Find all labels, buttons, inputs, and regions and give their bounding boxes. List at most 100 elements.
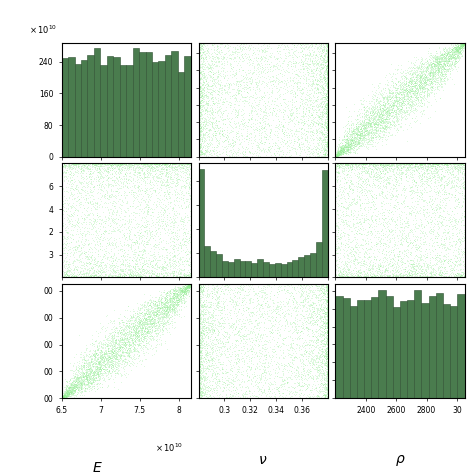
Point xyxy=(195,60,202,68)
Point xyxy=(399,163,406,170)
Point xyxy=(455,55,463,62)
Point xyxy=(195,130,202,138)
Point xyxy=(410,64,417,71)
Point xyxy=(391,163,398,170)
Point xyxy=(179,246,186,254)
Point xyxy=(83,374,91,381)
Point xyxy=(377,240,385,247)
Point xyxy=(209,292,216,300)
Point xyxy=(316,301,323,308)
Point xyxy=(324,304,331,312)
Point xyxy=(197,146,204,154)
Point xyxy=(207,64,214,72)
Point xyxy=(152,170,159,178)
Point xyxy=(218,285,226,292)
Point xyxy=(240,332,247,339)
Point xyxy=(413,84,421,92)
Point xyxy=(111,268,118,275)
Point xyxy=(303,50,311,58)
Point xyxy=(196,319,204,327)
Point xyxy=(322,310,329,318)
Point xyxy=(299,324,306,332)
Point xyxy=(101,324,109,331)
Point xyxy=(68,385,76,392)
Point xyxy=(120,191,128,199)
Point xyxy=(312,354,320,361)
Point xyxy=(428,273,436,281)
Point xyxy=(361,270,368,278)
Point xyxy=(91,347,99,355)
Point xyxy=(412,234,420,241)
Point xyxy=(112,210,120,218)
Point xyxy=(310,62,318,70)
Point xyxy=(323,381,330,388)
Point xyxy=(94,273,101,281)
Point xyxy=(65,165,73,173)
Point xyxy=(394,273,402,280)
Point xyxy=(323,55,331,63)
Point xyxy=(127,202,134,210)
Point xyxy=(150,335,158,342)
Point xyxy=(347,271,355,279)
Point xyxy=(196,281,203,289)
Point xyxy=(393,109,401,117)
Point xyxy=(93,257,100,264)
Point xyxy=(323,89,331,97)
Point xyxy=(309,102,317,109)
Point xyxy=(213,47,220,55)
Point xyxy=(356,183,364,191)
Point xyxy=(130,183,137,191)
Point xyxy=(407,163,415,170)
Point xyxy=(304,98,311,105)
Point xyxy=(313,312,321,319)
Point xyxy=(438,160,446,167)
Point xyxy=(416,172,424,180)
Point xyxy=(223,281,231,289)
Point xyxy=(370,273,378,280)
Point xyxy=(179,286,186,293)
Point xyxy=(324,372,331,379)
Point xyxy=(65,268,73,275)
Point xyxy=(244,78,251,85)
Point xyxy=(417,57,425,64)
Point xyxy=(406,227,413,234)
Point xyxy=(358,138,365,146)
Point xyxy=(370,106,378,114)
Point xyxy=(318,120,326,128)
Point xyxy=(136,172,144,179)
Point xyxy=(96,348,104,356)
Point xyxy=(75,383,82,391)
Point xyxy=(120,175,128,183)
Point xyxy=(112,160,120,167)
Point xyxy=(195,73,203,80)
Point xyxy=(215,139,222,147)
Point xyxy=(94,370,101,377)
Point xyxy=(109,257,116,264)
Point xyxy=(158,264,165,272)
Point xyxy=(211,316,219,324)
Point xyxy=(249,119,257,127)
Point xyxy=(315,105,322,113)
Point xyxy=(404,172,412,179)
Point xyxy=(168,301,175,309)
Point xyxy=(356,263,364,271)
Point xyxy=(160,299,167,307)
Point xyxy=(342,149,350,157)
Point xyxy=(343,137,351,144)
Point xyxy=(88,364,95,372)
Point xyxy=(311,318,319,326)
Point xyxy=(404,177,411,185)
Point xyxy=(178,164,186,171)
Point xyxy=(79,365,86,372)
Point xyxy=(324,378,331,385)
Point xyxy=(393,113,401,120)
Point xyxy=(173,179,181,187)
Point xyxy=(61,393,68,401)
Point xyxy=(388,273,396,281)
Point xyxy=(196,49,203,56)
Point xyxy=(396,160,403,167)
Point xyxy=(275,365,283,373)
Point xyxy=(452,49,459,57)
Point xyxy=(285,310,292,318)
Point xyxy=(251,75,259,83)
